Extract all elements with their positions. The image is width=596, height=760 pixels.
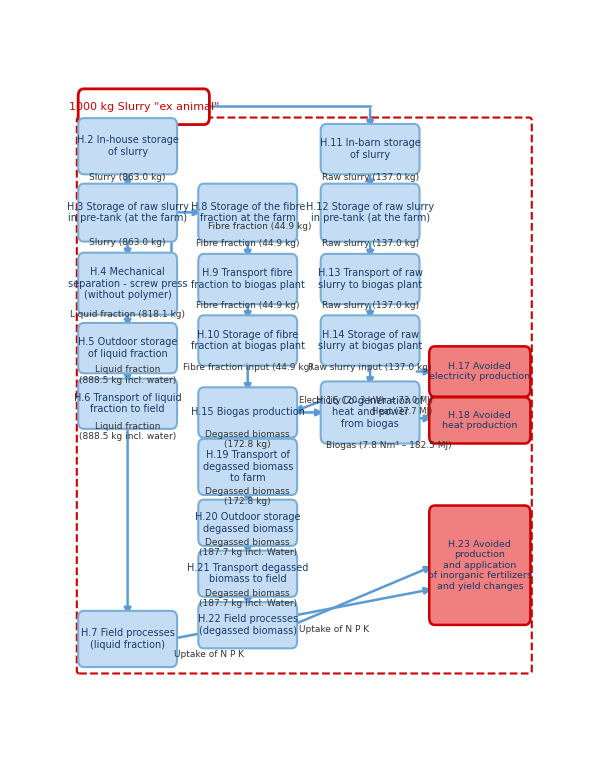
Text: 1000 kg Slurry "ex animal": 1000 kg Slurry "ex animal"	[69, 102, 219, 112]
Text: Fibre fraction (44.9 kg): Fibre fraction (44.9 kg)	[209, 223, 312, 232]
FancyBboxPatch shape	[198, 439, 297, 495]
Text: H.15 Biogas production: H.15 Biogas production	[191, 407, 305, 417]
Text: Fibre fraction (44.9 kg): Fibre fraction (44.9 kg)	[196, 302, 299, 311]
FancyBboxPatch shape	[78, 378, 177, 429]
Text: H.11 In-barn storage
of slurry: H.11 In-barn storage of slurry	[319, 138, 421, 160]
Text: H.13 Transport of raw
slurry to biogas plant: H.13 Transport of raw slurry to biogas p…	[318, 268, 423, 290]
Text: H.7 Field processes
(liquid fraction): H.7 Field processes (liquid fraction)	[80, 629, 175, 650]
FancyBboxPatch shape	[198, 550, 297, 597]
Text: H.12 Storage of raw slurry
in pre-tank (at the farm): H.12 Storage of raw slurry in pre-tank (…	[306, 202, 434, 223]
FancyBboxPatch shape	[198, 388, 297, 438]
Text: H.14 Storage of raw
slurry at biogas plant: H.14 Storage of raw slurry at biogas pla…	[318, 330, 422, 351]
Text: Liquid fraction
(888.5 kg incl. water): Liquid fraction (888.5 kg incl. water)	[79, 422, 176, 442]
Text: Heat (37.7 MJ): Heat (37.7 MJ)	[372, 407, 433, 416]
FancyBboxPatch shape	[321, 124, 420, 174]
Text: H.23 Avoided
production
and application
of inorganic fertilizers
and yield chang: H.23 Avoided production and application …	[428, 540, 532, 591]
Text: H.2 In-house storage
of slurry: H.2 In-house storage of slurry	[77, 135, 179, 157]
Text: Slurry (863.0 kg): Slurry (863.0 kg)	[89, 173, 166, 182]
FancyBboxPatch shape	[198, 499, 297, 546]
Text: Uptake of N P K: Uptake of N P K	[174, 650, 244, 659]
FancyBboxPatch shape	[78, 611, 177, 667]
Text: H.21 Transport degassed
biomass to field: H.21 Transport degassed biomass to field	[187, 563, 308, 584]
Text: Raw slurry (137.0 kg): Raw slurry (137.0 kg)	[322, 173, 418, 182]
FancyBboxPatch shape	[321, 184, 420, 242]
FancyBboxPatch shape	[198, 602, 297, 648]
Text: Degassed biomass
(172.8 kg): Degassed biomass (172.8 kg)	[206, 487, 290, 506]
Text: Uptake of N P K: Uptake of N P K	[299, 625, 369, 634]
Text: Raw slurry input (137.0 kg): Raw slurry input (137.0 kg)	[308, 363, 432, 372]
FancyBboxPatch shape	[198, 254, 297, 304]
Text: Biogas (7.8 Nm³ – 182.5 MJ): Biogas (7.8 Nm³ – 182.5 MJ)	[326, 441, 452, 450]
Text: H.10 Storage of fibre
fraction at biogas plant: H.10 Storage of fibre fraction at biogas…	[191, 330, 305, 351]
Text: H.8 Storage of the fibre
fraction at the farm: H.8 Storage of the fibre fraction at the…	[191, 202, 305, 223]
Text: Slurry (863.0 kg): Slurry (863.0 kg)	[89, 238, 166, 247]
Text: H.6 Transport of liquid
fraction to field: H.6 Transport of liquid fraction to fiel…	[74, 393, 181, 414]
Text: H.16 Co-generation of
heat and power
from biogas: H.16 Co-generation of heat and power fro…	[316, 396, 424, 429]
Text: Liquid fraction
(888.5 kg incl. water): Liquid fraction (888.5 kg incl. water)	[79, 366, 176, 385]
Text: H.3 Storage of raw slurry
in pre-tank (at the farm): H.3 Storage of raw slurry in pre-tank (a…	[67, 202, 188, 223]
FancyBboxPatch shape	[198, 315, 297, 366]
Text: H.4 Mechanical
separation - screw press
(without polymer): H.4 Mechanical separation - screw press …	[68, 267, 187, 300]
Text: H.9 Transport fibre
fraction to biogas plant: H.9 Transport fibre fraction to biogas p…	[191, 268, 305, 290]
Text: Electricity (20.3 kWh = 73.0 MJ): Electricity (20.3 kWh = 73.0 MJ)	[299, 396, 433, 404]
Text: Raw slurry (137.0 kg): Raw slurry (137.0 kg)	[322, 239, 418, 248]
Text: Fibre fraction (44.9 kg): Fibre fraction (44.9 kg)	[196, 239, 299, 248]
FancyBboxPatch shape	[321, 254, 420, 304]
FancyBboxPatch shape	[429, 347, 530, 397]
FancyBboxPatch shape	[78, 89, 209, 125]
Text: Liquid fraction (818.1 kg): Liquid fraction (818.1 kg)	[70, 310, 185, 319]
Text: H.18 Avoided
heat production: H.18 Avoided heat production	[442, 410, 517, 430]
FancyBboxPatch shape	[78, 118, 177, 174]
Text: Degassed biomass
(187.7 kg incl. Water): Degassed biomass (187.7 kg incl. Water)	[198, 589, 297, 608]
Text: H.22 Field processes
(degassed biomass): H.22 Field processes (degassed biomass)	[198, 614, 298, 636]
Text: H.19 Transport of
degassed biomass
to farm: H.19 Transport of degassed biomass to fa…	[203, 450, 293, 483]
Text: H.17 Avoided
electricity production: H.17 Avoided electricity production	[429, 362, 530, 382]
FancyBboxPatch shape	[198, 184, 297, 242]
Text: Raw slurry (137.0 kg): Raw slurry (137.0 kg)	[322, 302, 418, 311]
FancyBboxPatch shape	[429, 505, 530, 625]
FancyBboxPatch shape	[321, 382, 420, 444]
FancyBboxPatch shape	[78, 323, 177, 373]
Text: Degassed biomass
(172.8 kg): Degassed biomass (172.8 kg)	[206, 429, 290, 449]
Text: H.20 Outdoor storage
degassed biomass: H.20 Outdoor storage degassed biomass	[195, 512, 300, 534]
FancyBboxPatch shape	[429, 397, 530, 444]
Text: Fibre fraction input (44.9 kg): Fibre fraction input (44.9 kg)	[183, 363, 313, 372]
FancyBboxPatch shape	[321, 315, 420, 366]
FancyBboxPatch shape	[78, 253, 177, 315]
FancyBboxPatch shape	[78, 184, 177, 242]
Text: Degassed biomass
(187.7 kg incl. Water): Degassed biomass (187.7 kg incl. Water)	[198, 538, 297, 557]
Text: H.5 Outdoor storage
of liquid fraction: H.5 Outdoor storage of liquid fraction	[78, 337, 177, 359]
